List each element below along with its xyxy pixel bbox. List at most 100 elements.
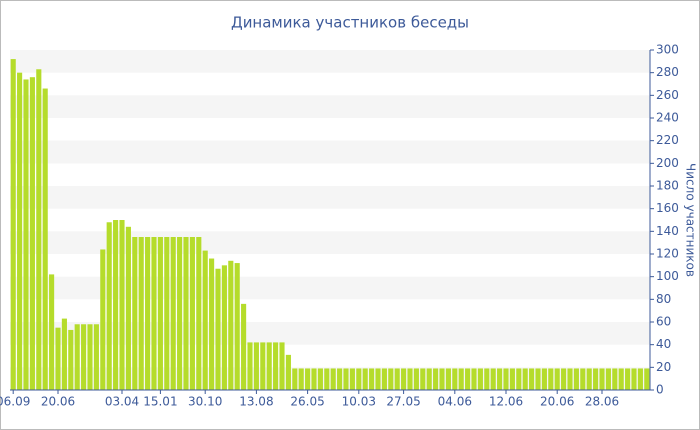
bar bbox=[612, 368, 618, 390]
bar bbox=[522, 368, 528, 390]
bar bbox=[285, 354, 291, 390]
grid-band bbox=[10, 186, 650, 209]
bar bbox=[381, 368, 387, 390]
bar bbox=[369, 368, 375, 390]
bar bbox=[234, 263, 240, 390]
bar bbox=[541, 368, 547, 390]
bar bbox=[151, 237, 157, 390]
y-tick-label: 200 bbox=[656, 156, 679, 170]
y-tick-label: 20 bbox=[656, 360, 671, 374]
bar bbox=[561, 368, 567, 390]
bar bbox=[228, 260, 234, 390]
bar bbox=[100, 249, 106, 390]
x-tick-label: 15.01 bbox=[143, 395, 177, 409]
bar bbox=[644, 368, 650, 390]
bar bbox=[439, 368, 445, 390]
bar bbox=[215, 268, 221, 390]
bar bbox=[298, 368, 304, 390]
y-tick-label: 160 bbox=[656, 201, 679, 215]
y-axis-label: Число участников bbox=[684, 163, 698, 277]
y-tick-label: 280 bbox=[656, 65, 679, 79]
bar bbox=[388, 368, 394, 390]
y-tick-label: 60 bbox=[656, 315, 671, 329]
y-tick-label: 80 bbox=[656, 292, 671, 306]
bar bbox=[292, 368, 298, 390]
bar bbox=[266, 342, 272, 390]
x-tick-label: 26.05 bbox=[290, 395, 324, 409]
bar bbox=[36, 69, 42, 391]
bar bbox=[580, 368, 586, 390]
bar bbox=[17, 72, 23, 391]
bar bbox=[177, 237, 183, 390]
x-tick-label: 27.05 bbox=[386, 395, 420, 409]
bar bbox=[113, 220, 119, 390]
bar bbox=[343, 368, 349, 390]
bar bbox=[586, 368, 592, 390]
bar bbox=[554, 368, 560, 390]
x-tick-label: 10.03 bbox=[342, 395, 376, 409]
bar bbox=[593, 368, 599, 390]
bar bbox=[55, 327, 61, 390]
bar bbox=[394, 368, 400, 390]
bar bbox=[471, 368, 477, 390]
y-tick-label: 180 bbox=[656, 179, 679, 193]
bar bbox=[189, 237, 195, 390]
bar bbox=[311, 368, 317, 390]
bar bbox=[157, 237, 163, 390]
bar bbox=[625, 368, 631, 390]
bar bbox=[497, 368, 503, 390]
y-tick-label: 0 bbox=[656, 383, 664, 397]
bar bbox=[599, 368, 605, 390]
bar bbox=[221, 265, 227, 390]
bar bbox=[330, 368, 336, 390]
x-tick-label: 12.06 bbox=[489, 395, 523, 409]
bar bbox=[317, 368, 323, 390]
bar bbox=[10, 59, 16, 391]
y-tick-label: 260 bbox=[656, 88, 679, 102]
grid-band bbox=[10, 276, 650, 300]
bar bbox=[548, 368, 554, 390]
y-tick-label: 40 bbox=[656, 337, 671, 351]
bar bbox=[132, 237, 138, 390]
bar bbox=[273, 342, 279, 390]
bar bbox=[209, 258, 215, 390]
bar bbox=[362, 368, 368, 390]
bar bbox=[260, 342, 266, 390]
bar bbox=[49, 274, 55, 390]
x-tick-label: 04.06 bbox=[438, 395, 472, 409]
bar bbox=[196, 237, 202, 390]
bar bbox=[349, 368, 355, 390]
x-tick-label: 13.08 bbox=[239, 395, 273, 409]
grid-band bbox=[10, 50, 650, 73]
bar bbox=[324, 368, 330, 390]
x-tick-label: 06.09 bbox=[0, 395, 30, 409]
bar bbox=[573, 368, 579, 390]
bar bbox=[503, 368, 509, 390]
bar bbox=[29, 77, 35, 390]
bar bbox=[81, 324, 87, 390]
y-tick-label: 240 bbox=[656, 111, 679, 125]
y-tick-label: 300 bbox=[656, 43, 679, 57]
x-tick-label: 30.10 bbox=[188, 395, 222, 409]
bar bbox=[356, 368, 362, 390]
bar bbox=[305, 368, 311, 390]
y-tick-label: 140 bbox=[656, 224, 679, 238]
bar bbox=[413, 368, 419, 390]
y-tick-label: 220 bbox=[656, 133, 679, 147]
bar bbox=[93, 324, 99, 390]
bar bbox=[87, 324, 93, 390]
bar bbox=[170, 237, 176, 390]
bar bbox=[106, 222, 112, 390]
bar bbox=[516, 368, 522, 390]
grid-band bbox=[10, 367, 650, 390]
bar bbox=[119, 220, 125, 390]
bar bbox=[401, 368, 407, 390]
bar bbox=[61, 318, 67, 390]
grid-band bbox=[10, 322, 650, 345]
y-tick-label: 120 bbox=[656, 247, 679, 261]
grid-band bbox=[10, 140, 650, 164]
bar bbox=[23, 79, 29, 390]
bar bbox=[183, 237, 189, 390]
bar bbox=[484, 368, 490, 390]
bar bbox=[445, 368, 451, 390]
